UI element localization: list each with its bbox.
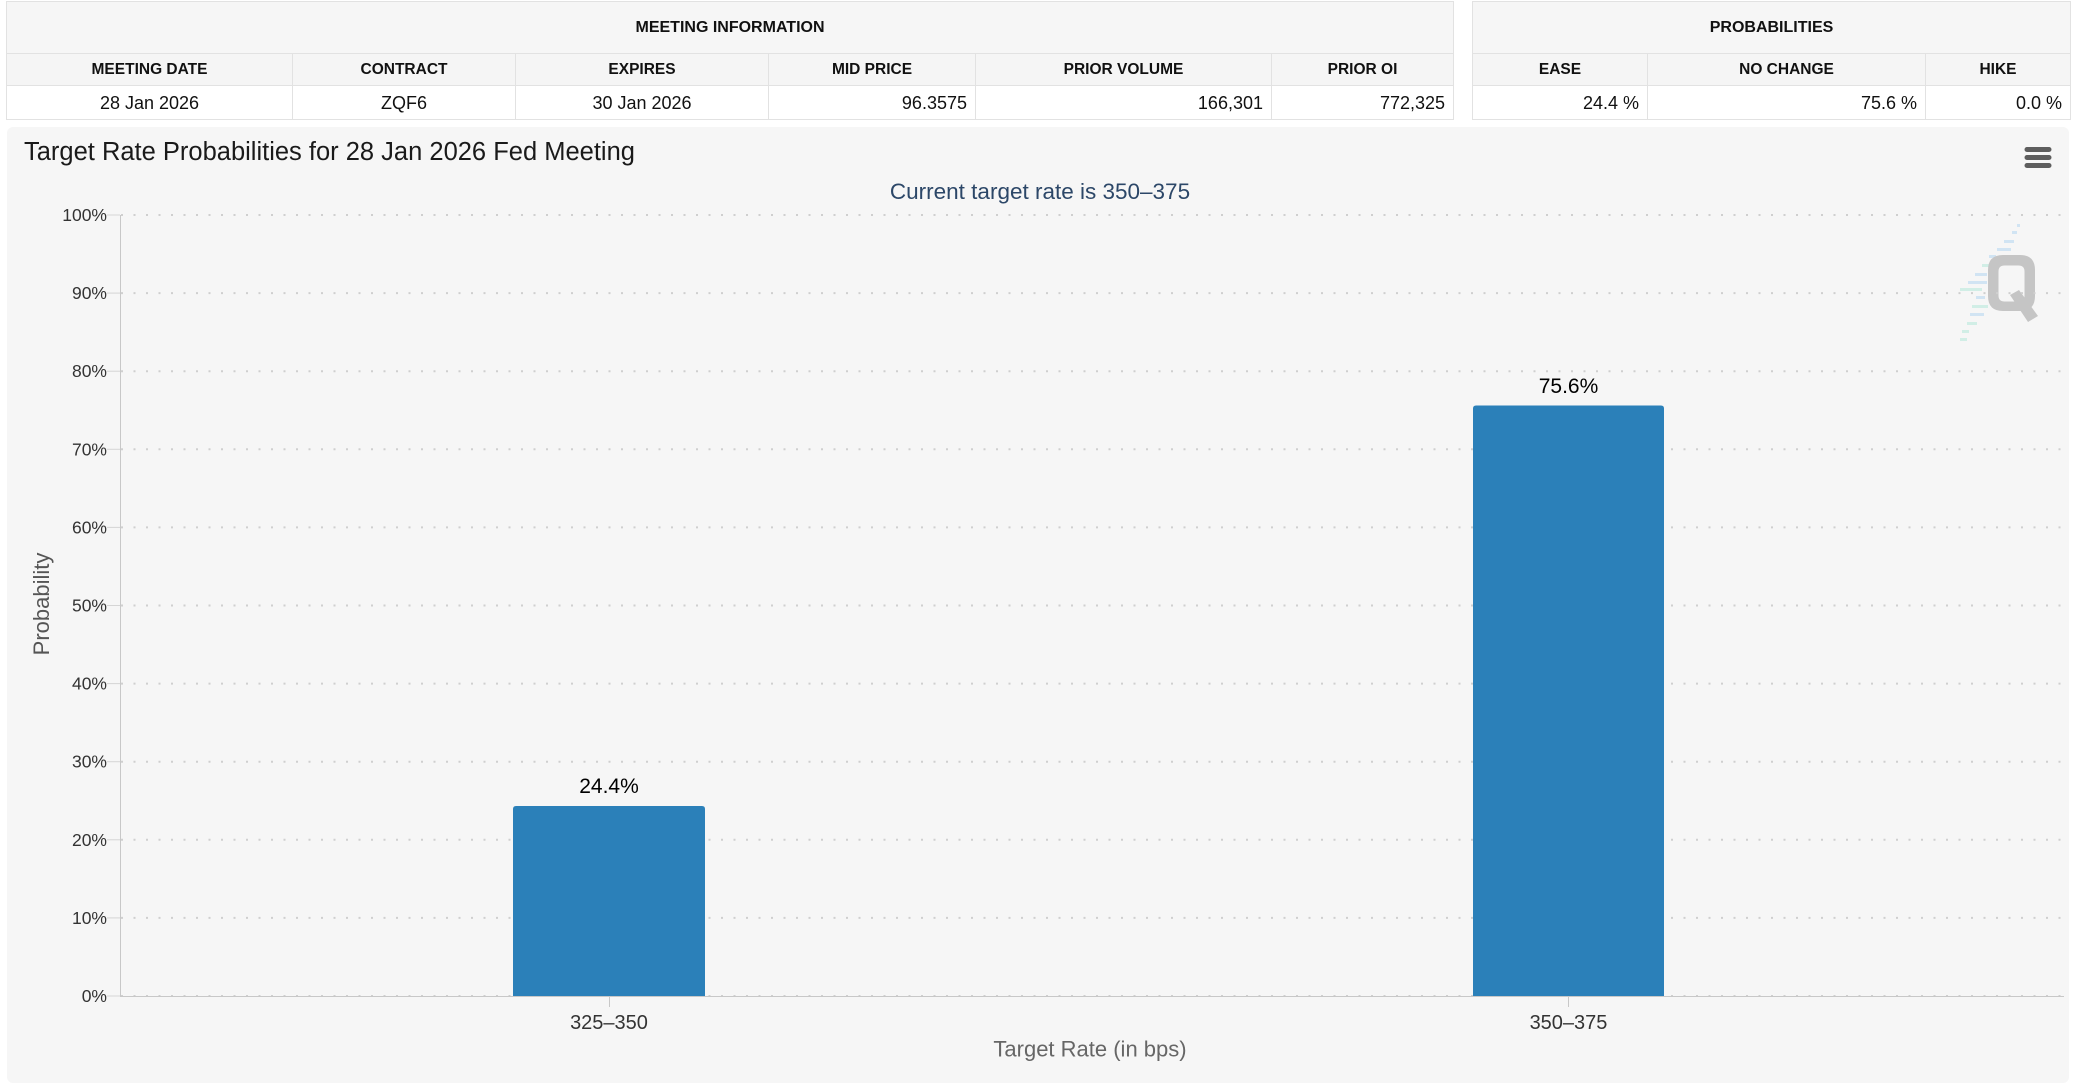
svg-text:Probability: Probability xyxy=(29,553,54,656)
svg-text:20%: 20% xyxy=(72,830,107,850)
svg-text:90%: 90% xyxy=(72,283,107,303)
svg-text:50%: 50% xyxy=(72,596,107,616)
svg-text:70%: 70% xyxy=(72,439,107,459)
svg-text:350–375: 350–375 xyxy=(1530,1012,1608,1034)
svg-text:325–350: 325–350 xyxy=(570,1012,648,1034)
svg-text:Current target rate is 350–375: Current target rate is 350–375 xyxy=(890,179,1190,204)
svg-text:80%: 80% xyxy=(72,361,107,381)
svg-text:10%: 10% xyxy=(72,908,107,928)
svg-text:40%: 40% xyxy=(72,674,107,694)
svg-text:75.6%: 75.6% xyxy=(1539,375,1599,398)
svg-text:Target Rate (in bps): Target Rate (in bps) xyxy=(993,1037,1186,1062)
svg-text:60%: 60% xyxy=(72,517,107,537)
svg-text:100%: 100% xyxy=(62,205,107,225)
svg-text:24.4%: 24.4% xyxy=(579,775,639,798)
svg-text:Target Rate Probabilities for: Target Rate Probabilities for 28 Jan 202… xyxy=(24,138,635,166)
svg-text:30%: 30% xyxy=(72,752,107,772)
svg-text:0%: 0% xyxy=(82,986,107,1006)
